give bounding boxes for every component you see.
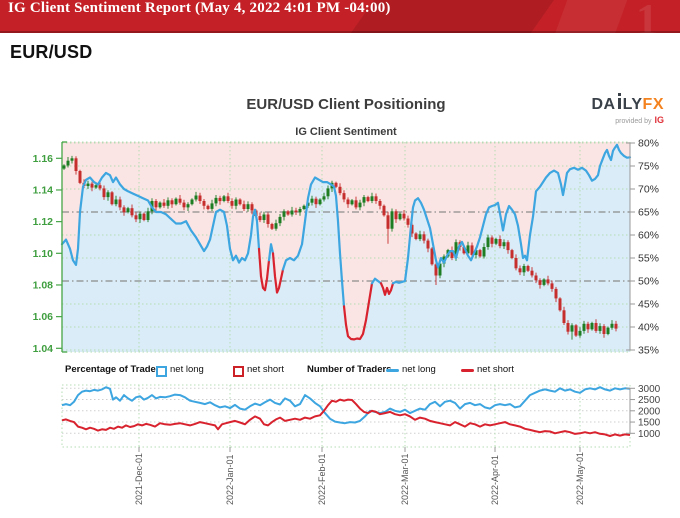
svg-text:2022-Mar-01: 2022-Mar-01 <box>400 453 410 505</box>
logo-i-glyph <box>617 93 621 109</box>
svg-text:3000: 3000 <box>638 384 661 395</box>
svg-text:1500: 1500 <box>638 418 661 429</box>
svg-text:55%: 55% <box>638 253 659 265</box>
svg-text:1.14: 1.14 <box>33 184 54 196</box>
instrument-title: EUR/USD <box>10 42 93 62</box>
svg-text:2022-May-01: 2022-May-01 <box>575 452 585 505</box>
legend-pct-header: Percentage of Traders <box>65 364 165 375</box>
legend-net-long-square-icon <box>156 366 167 377</box>
dailyfx-wordmark: DA LYFX <box>591 93 664 113</box>
svg-text:1.08: 1.08 <box>33 279 54 291</box>
header-bar: 1 IG Client Sentiment Report (May 4, 202… <box>0 0 680 33</box>
svg-text:2022-Feb-01: 2022-Feb-01 <box>317 453 327 505</box>
dailyfx-logo: DA LYFX provided by IG <box>591 93 664 129</box>
svg-text:1.06: 1.06 <box>33 311 54 323</box>
svg-text:1.12: 1.12 <box>33 216 54 228</box>
sentiment-line <box>60 143 632 341</box>
svg-text:35%: 35% <box>638 345 659 357</box>
svg-text:40%: 40% <box>638 322 659 334</box>
svg-text:70%: 70% <box>638 184 659 196</box>
svg-text:80%: 80% <box>638 138 659 150</box>
svg-text:75%: 75% <box>638 161 659 173</box>
main-grid <box>62 142 630 352</box>
legend-long-line-icon <box>386 369 399 372</box>
svg-text:1000: 1000 <box>638 429 661 440</box>
main-axes: 1.16 1.14 1.12 1.10 1.08 1.06 1.04 80% 75% 70% 65%… <box>33 138 659 357</box>
legend-net-short-square-icon <box>233 366 244 377</box>
legend-num-header: Number of Traders <box>307 364 392 375</box>
svg-text:2022-Apr-01: 2022-Apr-01 <box>490 455 500 505</box>
candlestick-series <box>62 155 618 340</box>
svg-text:2021-Dec-01: 2021-Dec-01 <box>134 453 144 505</box>
svg-text:1.10: 1.10 <box>33 248 54 260</box>
legend-num-net-long-label: net long <box>402 364 436 375</box>
legend-num-net-short-label: net short <box>477 364 514 375</box>
report-title: IG Client Sentiment Report (May 4, 2022 … <box>8 0 391 16</box>
legend-pct-net-long-label: net long <box>170 364 204 375</box>
logo-provided-by: provided by IG <box>615 115 664 125</box>
svg-text:45%: 45% <box>638 299 659 311</box>
svg-text:2022-Jan-01: 2022-Jan-01 <box>225 454 235 505</box>
legend-pct-net-short-label: net short <box>247 364 284 375</box>
svg-text:60%: 60% <box>638 230 659 242</box>
header-bottom-edge <box>0 31 680 33</box>
legend-short-line-icon <box>461 369 474 372</box>
x-axis-labels: 2021-Dec-01 2022-Jan-01 2022-Feb-01 2022-Ma… <box>134 447 585 505</box>
chart-subtitle: IG Client Sentiment <box>295 126 397 138</box>
chart-title: EUR/USD Client Positioning <box>246 96 446 113</box>
svg-text:50%: 50% <box>638 276 659 288</box>
svg-text:2500: 2500 <box>638 395 661 406</box>
svg-text:65%: 65% <box>638 207 659 219</box>
svg-text:1.04: 1.04 <box>33 343 54 355</box>
header-watermark: 1 <box>636 0 658 33</box>
svg-text:2000: 2000 <box>638 406 661 417</box>
sentiment-fill-areas <box>62 142 630 352</box>
svg-text:1.16: 1.16 <box>33 153 54 165</box>
